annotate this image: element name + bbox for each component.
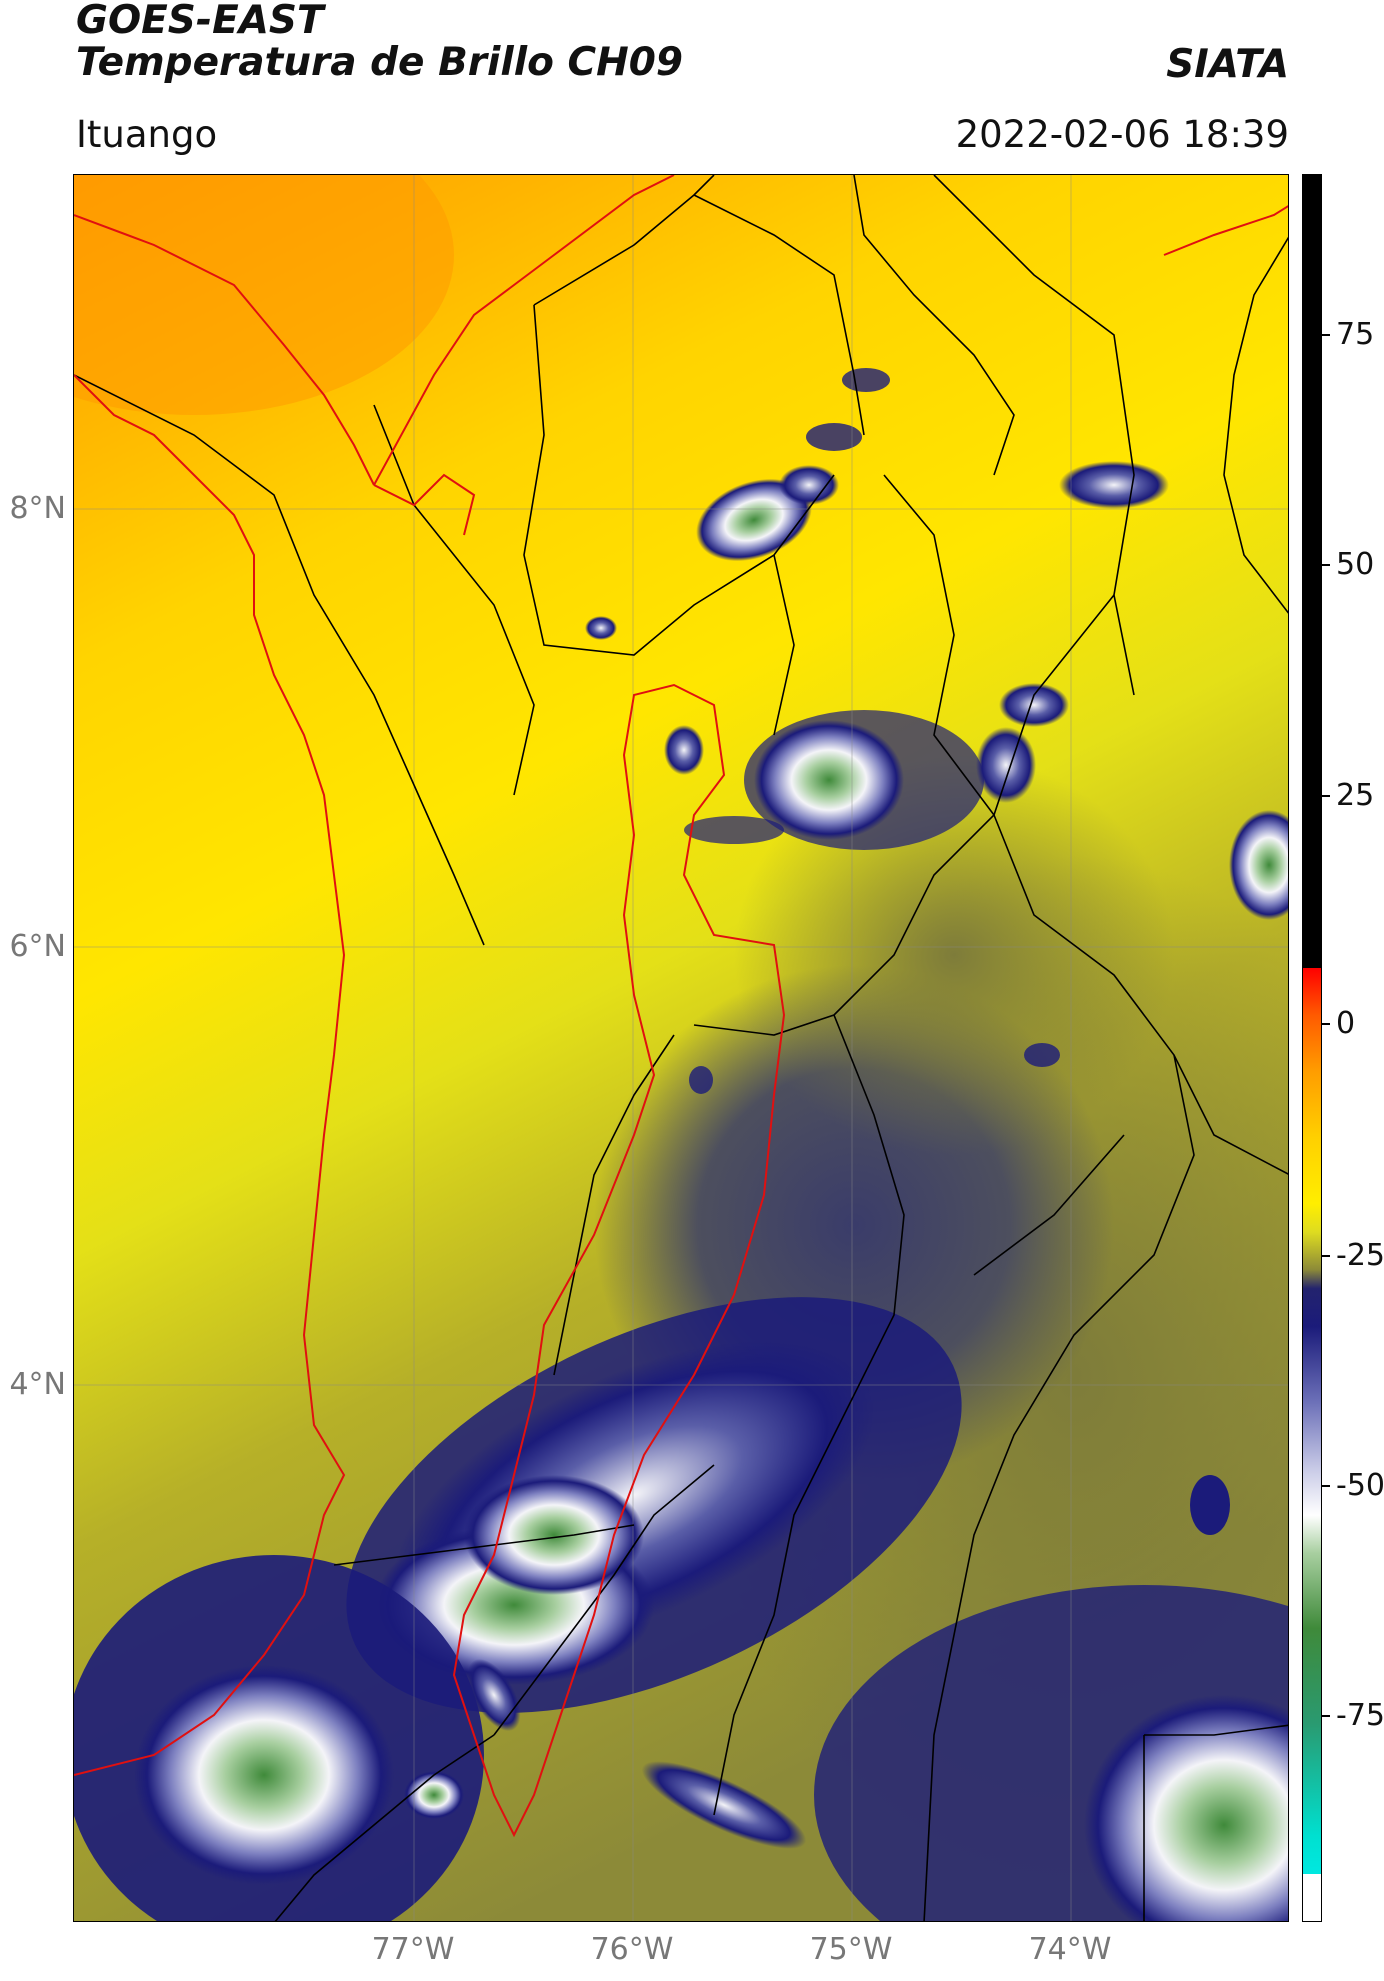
storm-cell-19 [842, 368, 890, 392]
olive-region-2 [734, 755, 1174, 1155]
colorbar-tick [1322, 564, 1330, 566]
brand-label: SIATA [1166, 42, 1289, 87]
storm-cell-10 [976, 727, 1036, 803]
admin-borders [74, 175, 1288, 1921]
storm-cell-20 [585, 616, 617, 640]
colorbar-label: 0 [1336, 1006, 1356, 1041]
graticule [74, 175, 1288, 1921]
colorbar-label: 75 [1336, 317, 1375, 352]
lat-tick-4n: 4°N [9, 1367, 66, 1402]
lat-tick-8n: 8°N [9, 491, 66, 526]
lon-tick-74w: 74°W [1028, 1932, 1112, 1967]
colorbar-label: 50 [1336, 547, 1375, 582]
lat-tick-6n: 6°N [9, 929, 66, 964]
colorbar-tick [1322, 795, 1330, 797]
storm-cell-3 [134, 1665, 394, 1885]
colorbar-tick [1322, 1023, 1330, 1025]
colorbar-label: 25 [1336, 778, 1375, 813]
title-line-1: GOES-EAST [76, 0, 324, 43]
storm-cell-4 [404, 1771, 464, 1819]
timestamp-label: 2022-02-06 18:39 [955, 113, 1289, 156]
colorbar-label: -25 [1336, 1238, 1384, 1273]
colorbar-tick [1322, 1255, 1330, 1257]
colorbar-tick [1322, 334, 1330, 336]
storm-cell-12 [664, 725, 704, 775]
map-canvas [74, 175, 1288, 1921]
colorbar [1302, 174, 1322, 1922]
warm-region [74, 175, 454, 415]
colorbar-tick [1322, 1715, 1330, 1717]
storm-cell-5 [641, 1761, 807, 1849]
storm-cell-15 [1059, 461, 1169, 509]
coastline-borders [74, 175, 1288, 1838]
storm-cell-14 [1229, 810, 1288, 920]
storm-cell-16 [696, 478, 812, 562]
colorbar-label: -50 [1336, 1468, 1384, 1503]
lon-tick-75w: 75°W [809, 1932, 893, 1967]
colorbar-label: -75 [1336, 1698, 1384, 1733]
storm-cell-8 [1190, 1475, 1230, 1535]
storm-cell-9 [754, 720, 904, 840]
title-line-2: Temperatura de Brillo CH09 [76, 40, 684, 85]
storm-cell-2 [464, 1475, 644, 1595]
brightness-temperature-map [73, 174, 1289, 1922]
storm-cell-22 [1024, 1043, 1060, 1067]
storm-cell-13 [684, 816, 784, 844]
storm-cell-6 [467, 1658, 521, 1732]
storm-cell-7 [1084, 1695, 1288, 1921]
storm-cell-21 [689, 1066, 713, 1094]
lon-tick-77w: 77°W [371, 1932, 455, 1967]
lon-tick-76w: 76°W [590, 1932, 674, 1967]
storm-cell-17 [779, 465, 839, 505]
location-label: Ituango [76, 113, 218, 156]
storm-cell-18 [806, 423, 862, 451]
colorbar-tick [1322, 1485, 1330, 1487]
storm-cell-11 [999, 683, 1069, 727]
